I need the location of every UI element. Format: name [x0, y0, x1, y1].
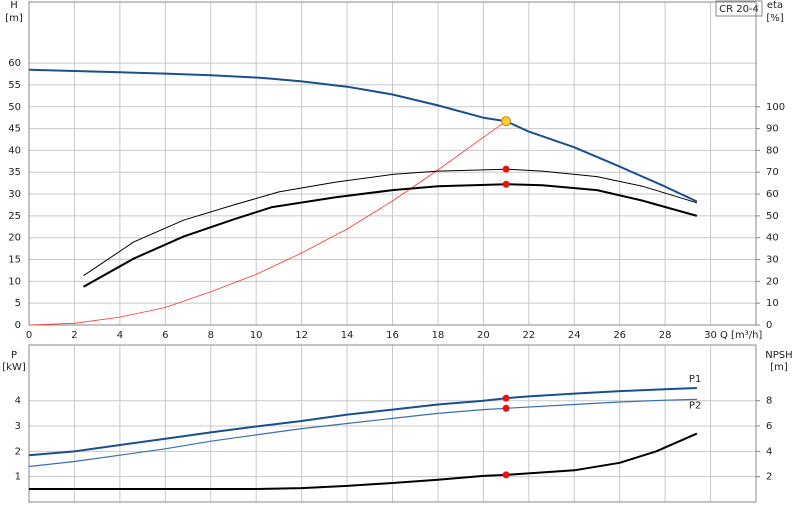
curve [28, 398, 697, 468]
x-axis-label: Q [m³/h] [720, 330, 762, 341]
y-tick-label: 45 [8, 124, 21, 135]
x-tick-label: 10 [250, 330, 263, 341]
y2-tick-label: 50 [766, 211, 779, 222]
x-tick-label: 18 [432, 330, 445, 341]
operating-point [501, 116, 512, 127]
x-tick-label: 14 [341, 330, 354, 341]
plot-frame [28, 1, 757, 326]
x-tick-label: 16 [386, 330, 399, 341]
y2-tick-label: 10 [766, 298, 779, 309]
y-tick-label: 55 [8, 80, 21, 91]
series-label: P2 [689, 400, 701, 411]
operating-point [502, 394, 510, 402]
x-tick-label: 0 [26, 330, 32, 341]
x-tick-label: 20 [477, 330, 490, 341]
y2-axis-unit: [%] [766, 13, 783, 24]
x-tick-label: 30 [704, 330, 717, 341]
y2-tick-label: 4 [766, 446, 772, 457]
x-tick-label: 28 [659, 330, 672, 341]
y-tick-label: 40 [8, 145, 21, 156]
y2-axis-unit: [m] [770, 362, 788, 373]
y-tick-label: 60 [8, 58, 21, 69]
y-axis-label: H [10, 0, 18, 11]
plot-frame [28, 344, 757, 503]
y2-tick-label: 80 [766, 145, 779, 156]
y2-tick-label: 60 [766, 189, 779, 200]
y-tick-label: 20 [8, 233, 21, 244]
curve [83, 183, 698, 288]
curve [28, 120, 507, 326]
x-tick-label: 12 [295, 330, 308, 341]
y2-tick-label: 30 [766, 255, 779, 266]
x-tick-label: 24 [568, 330, 581, 341]
x-tick-label: 2 [71, 330, 77, 341]
y-tick-label: 4 [15, 396, 21, 407]
y-tick-label: 1 [15, 472, 21, 483]
operating-point [502, 471, 510, 479]
curve [28, 68, 698, 203]
y-axis-unit: [m] [5, 13, 23, 24]
chart-title: CR 20-4 [719, 4, 759, 15]
title-box [715, 0, 763, 17]
x-tick-label: 8 [208, 330, 214, 341]
y2-tick-label: 0 [766, 320, 772, 331]
y-tick-label: 2 [15, 446, 21, 457]
y-tick-label: 0 [15, 320, 21, 331]
y2-tick-label: 20 [766, 276, 779, 287]
y2-tick-label: 90 [766, 124, 779, 135]
x-tick-label: 22 [522, 330, 535, 341]
y2-axis-label: eta [767, 0, 783, 11]
y-tick-label: 50 [8, 102, 21, 113]
operating-point [502, 165, 510, 173]
y2-axis-label: NPSH [765, 350, 792, 361]
y-axis-label: P [11, 350, 17, 361]
y2-tick-label: 100 [766, 102, 785, 113]
curve [29, 432, 698, 490]
curve [83, 168, 698, 277]
y2-tick-label: 2 [766, 472, 772, 483]
y2-tick-label: 40 [766, 233, 779, 244]
y-tick-label: 35 [8, 167, 21, 178]
y2-tick-label: 8 [766, 396, 772, 407]
operating-point [502, 404, 510, 412]
operating-point [502, 180, 510, 188]
y2-tick-label: 6 [766, 421, 772, 432]
y-tick-label: 15 [8, 255, 21, 266]
curve [28, 387, 697, 457]
y-axis-unit: [kW] [2, 362, 26, 373]
y-tick-label: 30 [8, 189, 21, 200]
y-tick-label: 5 [15, 298, 21, 309]
y-tick-label: 10 [8, 276, 21, 287]
x-tick-label: 6 [162, 330, 168, 341]
y-tick-label: 3 [15, 421, 21, 432]
y2-tick-label: 70 [766, 167, 779, 178]
x-tick-label: 26 [613, 330, 626, 341]
x-tick-label: 4 [117, 330, 123, 341]
series-label: P1 [689, 374, 701, 385]
y-tick-label: 25 [8, 211, 21, 222]
